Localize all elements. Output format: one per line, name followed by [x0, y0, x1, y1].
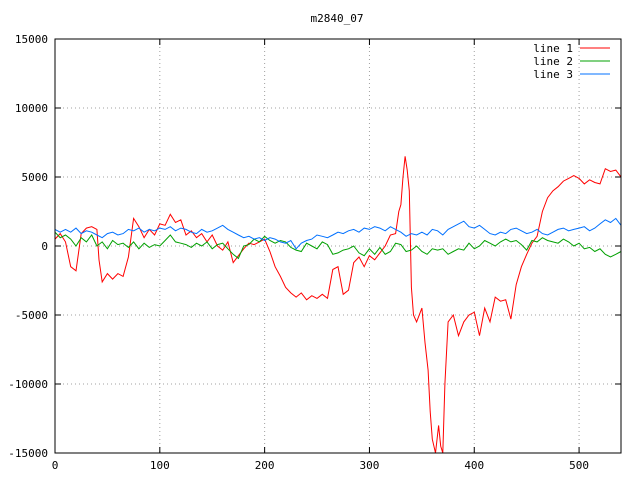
series-layer — [55, 156, 621, 453]
y-tick-label: -15000 — [8, 447, 48, 460]
x-tick-label: 100 — [150, 459, 170, 472]
y-tick-label: -5000 — [15, 309, 48, 322]
x-tick-label: 300 — [360, 459, 380, 472]
axis-ticks: 0 100 200 300 400 500 -15000 -10000 -5000 0 5000 10… — [8, 33, 621, 472]
x-tick-label: 0 — [52, 459, 59, 472]
x-tick-label: 400 — [464, 459, 484, 472]
legend-label: line 2 — [533, 55, 573, 68]
chart-title: m2840_07 — [311, 12, 364, 25]
y-tick-label: 5000 — [22, 171, 49, 184]
y-tick-label: 10000 — [15, 102, 48, 115]
y-tick-label: 0 — [41, 240, 48, 253]
y-tick-label: -10000 — [8, 378, 48, 391]
legend-label: line 3 — [533, 68, 573, 81]
series-line-1 — [55, 156, 621, 453]
y-tick-label: 15000 — [15, 33, 48, 46]
x-tick-label: 500 — [569, 459, 589, 472]
series-line-3 — [55, 217, 621, 250]
x-tick-label: 200 — [255, 459, 275, 472]
legend-label: line 1 — [533, 42, 573, 55]
grid-lines — [55, 39, 621, 453]
series-line-2 — [55, 231, 621, 260]
